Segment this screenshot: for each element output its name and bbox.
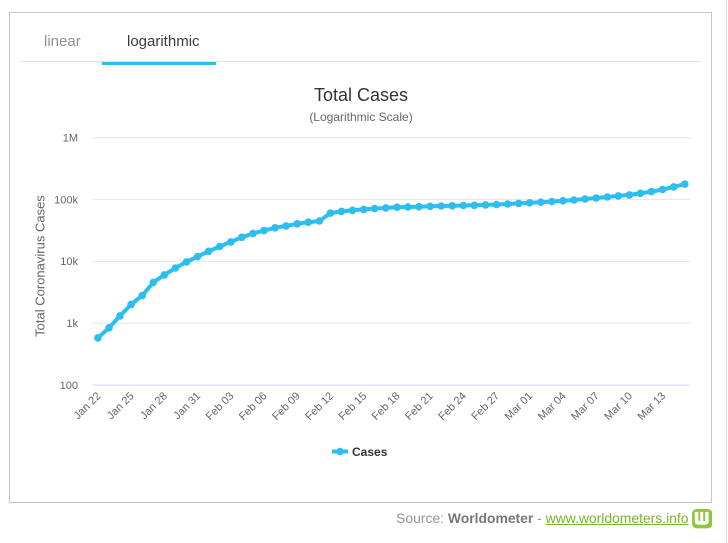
svg-text:Jan 22: Jan 22 (72, 390, 104, 422)
svg-text:Feb 21: Feb 21 (403, 390, 436, 423)
svg-text:Jan 31: Jan 31 (171, 390, 203, 422)
svg-text:Mar 04: Mar 04 (536, 390, 569, 423)
svg-text:Feb 27: Feb 27 (469, 390, 502, 423)
svg-text:Feb 15: Feb 15 (337, 390, 370, 423)
svg-text:Mar 01: Mar 01 (503, 390, 536, 423)
svg-text:Feb 24: Feb 24 (436, 390, 469, 423)
svg-text:1M: 1M (63, 133, 78, 145)
svg-text:100k: 100k (54, 194, 78, 206)
svg-text:1k: 1k (66, 318, 78, 330)
svg-text:10k: 10k (60, 256, 78, 268)
svg-text:Feb 12: Feb 12 (303, 390, 336, 423)
svg-text:Feb 18: Feb 18 (370, 390, 403, 423)
svg-text:Feb 06: Feb 06 (237, 390, 270, 423)
svg-text:Mar 10: Mar 10 (602, 390, 635, 423)
svg-text:Mar 07: Mar 07 (569, 390, 602, 423)
svg-text:100: 100 (60, 380, 78, 392)
svg-text:Mar 13: Mar 13 (636, 390, 669, 423)
svg-text:Jan 28: Jan 28 (138, 390, 170, 422)
svg-text:Feb 09: Feb 09 (270, 390, 303, 423)
svg-text:Jan 25: Jan 25 (105, 390, 137, 422)
svg-text:Feb 03: Feb 03 (204, 390, 237, 423)
